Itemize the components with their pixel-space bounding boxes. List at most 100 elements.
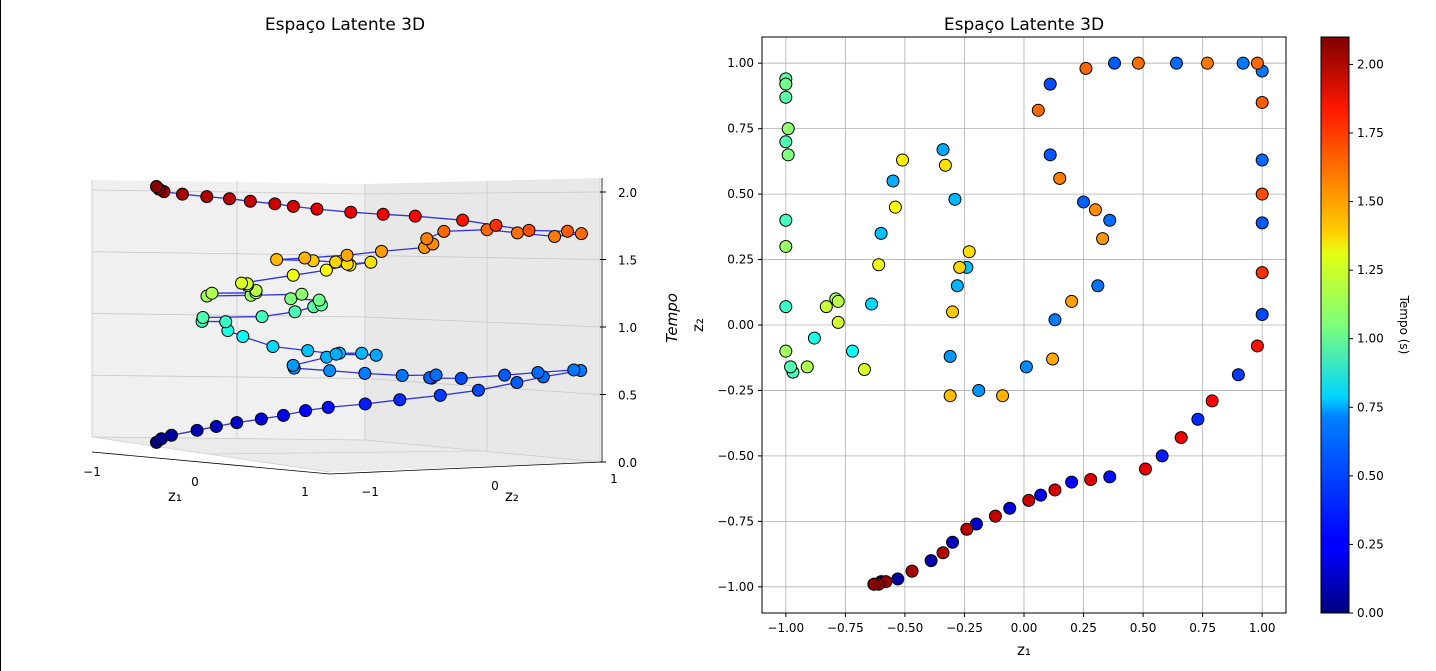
colorbar-tick-label: 1.25	[1357, 263, 1384, 277]
data-point-2d	[874, 226, 888, 240]
colorbar-tick-label: 0.00	[1357, 606, 1384, 620]
data-point-3d	[408, 209, 422, 223]
data-point-2d	[1065, 294, 1079, 308]
grid-2d	[762, 37, 1286, 613]
z-tick-label: 2.0	[618, 186, 637, 200]
data-point-3d	[489, 218, 503, 232]
grid-line-z-side	[364, 191, 601, 195]
data-point-2d	[831, 315, 845, 329]
data-point-2d	[1174, 431, 1188, 445]
data-point-2d	[831, 294, 845, 308]
data-point-2d	[1022, 493, 1036, 507]
x-tick-label: 1.00	[1249, 621, 1276, 635]
colorbar-tick-label: 0.50	[1357, 469, 1384, 483]
y-tick-label: 1.00	[727, 56, 754, 70]
data-point-3d	[270, 253, 284, 267]
data-point-3d	[276, 408, 290, 422]
data-point-2d	[953, 260, 967, 274]
data-point-3d	[369, 348, 383, 362]
data-point-2d	[807, 331, 821, 345]
data-point-2d	[946, 535, 960, 549]
data-point-3d	[288, 305, 302, 319]
data-point-2d	[1131, 56, 1145, 70]
data-point-2d	[1043, 77, 1057, 91]
data-point-2d	[938, 158, 952, 172]
x-tick-label: −0.25	[946, 621, 983, 635]
data-point-2d	[779, 344, 793, 358]
data-point-3d	[295, 287, 309, 301]
data-point-2d	[1065, 475, 1079, 489]
data-point-2d	[846, 344, 860, 358]
data-point-3d	[230, 416, 244, 430]
data-point-3d	[393, 393, 407, 407]
data-point-2d	[1034, 488, 1048, 502]
data-point-3d	[321, 400, 335, 414]
grid-line-floor	[209, 450, 483, 455]
axes-2d-title: Espaço Latente 3D	[944, 15, 1104, 35]
data-point-3d	[149, 180, 163, 194]
y-tick-label: 0.50	[727, 187, 754, 201]
data-point-3d	[531, 366, 545, 380]
data-point-3d	[574, 227, 588, 241]
data-point-2d	[1108, 56, 1122, 70]
data-point-3d	[243, 194, 257, 208]
x-axis-label-2d: z₁	[1017, 641, 1031, 659]
y-tick-label: 0.25	[727, 253, 754, 267]
data-point-3d	[310, 202, 324, 216]
data-point-3d	[219, 315, 233, 329]
y-tick-label: −1.00	[717, 580, 754, 594]
data-point-2d	[950, 279, 964, 293]
data-point-2d	[1138, 462, 1152, 476]
data-point-3d	[420, 232, 434, 246]
data-point-3d	[355, 346, 369, 360]
data-point-2d	[988, 509, 1002, 523]
data-point-3d	[510, 226, 524, 240]
data-point-2d	[1079, 61, 1093, 75]
data-point-2d	[948, 192, 962, 206]
x-axis-line-3d	[91, 451, 331, 475]
data-point-3d	[471, 383, 485, 397]
data-point-3d	[209, 419, 223, 433]
data-point-3d	[358, 366, 372, 380]
data-point-2d	[886, 174, 900, 188]
colorbar-gradient	[1320, 36, 1350, 614]
data-point-2d	[779, 135, 793, 149]
data-point-2d	[996, 389, 1010, 403]
data-point-3d	[298, 251, 312, 265]
axes-3d-title: Espaço Latente 3D	[265, 15, 425, 35]
data-point-2d	[888, 200, 902, 214]
pane-back-right	[365, 178, 600, 462]
x-tick-label-3d: 0	[191, 475, 199, 489]
grid-line-z-side	[364, 255, 601, 260]
data-point-3d	[437, 224, 451, 238]
z-tick-label: 1.0	[618, 321, 637, 335]
data-point-2d	[1048, 313, 1062, 327]
data-point-2d	[1003, 501, 1017, 515]
y-ticks-2d: −1.00 −0.75 −0.50 −0.25 0.00 0.25 0.50 0.75 1.00	[717, 56, 762, 594]
pane-floor	[92, 437, 600, 472]
data-point-2d	[1103, 470, 1117, 484]
data-point-3d	[567, 363, 581, 377]
colorbar-label: Tempo (s)	[1397, 295, 1411, 355]
data-point-2d	[819, 300, 833, 314]
points-2d	[779, 56, 1269, 591]
data-point-2d	[1255, 308, 1269, 322]
y-tick-label: 0.75	[727, 122, 754, 136]
x-tick-label: 0.75	[1189, 621, 1216, 635]
data-point-2d	[943, 349, 957, 363]
data-point-3d	[236, 330, 250, 344]
data-point-2d	[946, 305, 960, 319]
pane-back-left	[92, 180, 365, 440]
grid-line-z-back	[91, 251, 366, 256]
y-tick-label: −0.75	[717, 514, 754, 528]
y-axis-label-3d: z₂	[505, 487, 519, 505]
data-point-3d	[364, 255, 378, 269]
data-point-2d	[1155, 449, 1169, 463]
x-tick-label: −0.50	[887, 621, 924, 635]
data-point-3d	[222, 192, 236, 206]
axes-3d: Espaço Latente 3D 0.00.51.01.52.0−101 −1 0…	[83, 15, 681, 505]
colorbar-tick-label: 1.75	[1357, 126, 1384, 140]
data-point-2d	[943, 389, 957, 403]
data-point-2d	[1231, 368, 1245, 382]
